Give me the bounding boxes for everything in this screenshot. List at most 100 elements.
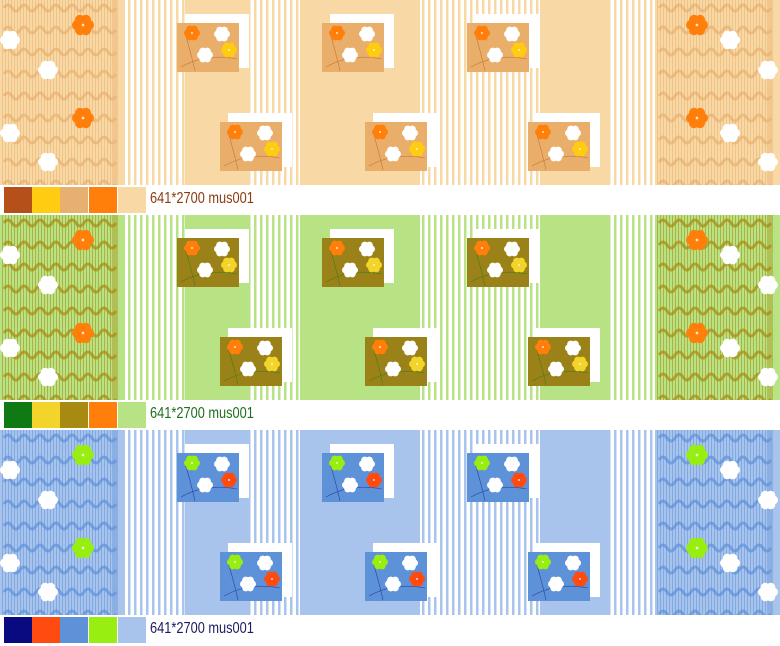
stripe [170,430,173,615]
texture-line [672,0,673,185]
texture-wave [34,477,54,487]
texture-line [92,430,93,615]
texture-wave [18,25,38,35]
texture-line [98,0,99,185]
texture-wave [82,609,102,615]
texture-wave [673,157,693,167]
stripe [506,0,509,185]
flower-icon [535,339,552,355]
flower-center [191,462,193,464]
texture-wave [753,609,773,615]
flower-icon [359,26,375,42]
texture-line [705,215,706,400]
texture-wave [98,113,118,123]
stripe [272,0,275,185]
texture-wave [82,433,102,443]
texture-line [77,215,78,400]
texture-wave [689,521,709,531]
texture-line [95,0,96,185]
texture-wave [737,262,757,272]
texture-line [669,430,670,615]
texture-line [747,215,748,400]
stripe [632,430,635,615]
texture-wave [689,609,709,615]
flower-center [46,375,50,379]
stripe [140,430,143,615]
flower-center [481,32,483,34]
texture-line [35,430,36,615]
stripe [470,0,473,185]
flower-icon [38,152,58,172]
stripe [446,215,449,400]
texture-line [750,0,751,185]
stripe [284,0,287,185]
stripe [506,430,509,615]
texture-wave [82,521,102,531]
texture-wave [753,543,773,553]
texture-wave [753,350,773,360]
flower-icon [572,356,589,372]
texture-wave [721,91,741,101]
stripe [284,215,287,400]
flower-center [728,38,732,42]
stripe [614,0,617,185]
stripe [626,430,629,615]
texture-wave [737,218,757,228]
border-edge [112,0,118,185]
texture-wave [18,477,38,487]
flower-icon [409,571,425,587]
texture-line [107,0,108,185]
stripe [422,0,425,185]
texture-wave [689,477,709,487]
texture-line [702,430,703,615]
texture-wave [50,179,70,185]
texture-line [92,215,93,400]
flower-center [695,116,699,120]
texture-line [687,0,688,185]
texture-wave [705,609,725,615]
texture-wave [98,262,118,272]
stripe [266,430,269,615]
stripe [164,0,167,185]
stripe [158,0,161,185]
texture-wave [705,521,725,531]
texture-wave [66,69,86,79]
texture-wave [98,69,118,79]
stripe [296,430,299,615]
texture-wave [18,3,38,13]
texture-wave [2,372,22,382]
texture-wave [673,306,693,316]
texture-wave [98,499,118,509]
flower-center [271,363,273,365]
flower-icon [38,275,58,295]
color-swatch [89,187,117,213]
stripe [440,215,443,400]
flower-center [379,561,381,563]
stripe [494,215,497,400]
stripe [272,215,275,400]
flower-icon [720,338,740,358]
texture-wave [34,25,54,35]
flower-center [695,453,699,457]
stripe [284,430,287,615]
texture-line [35,0,36,185]
flower-center [518,264,520,266]
flower-icon [758,152,778,172]
texture-wave [721,477,741,487]
texture-wave [657,328,677,338]
flower-icon [184,240,200,256]
texture-line [753,0,754,185]
flower-icon [372,339,388,355]
texture-wave [673,394,693,400]
texture-wave [673,433,693,443]
texture-wave [657,262,677,272]
stripe [650,430,653,615]
flower-icon [402,125,418,141]
stripe [428,215,431,400]
swatch-row-green: 641*2700 mus001 [0,400,780,430]
flower-icon [197,477,213,493]
flower-icon [565,340,582,356]
flower-center [264,562,266,564]
stripe [518,430,521,615]
texture-wave [2,25,22,35]
